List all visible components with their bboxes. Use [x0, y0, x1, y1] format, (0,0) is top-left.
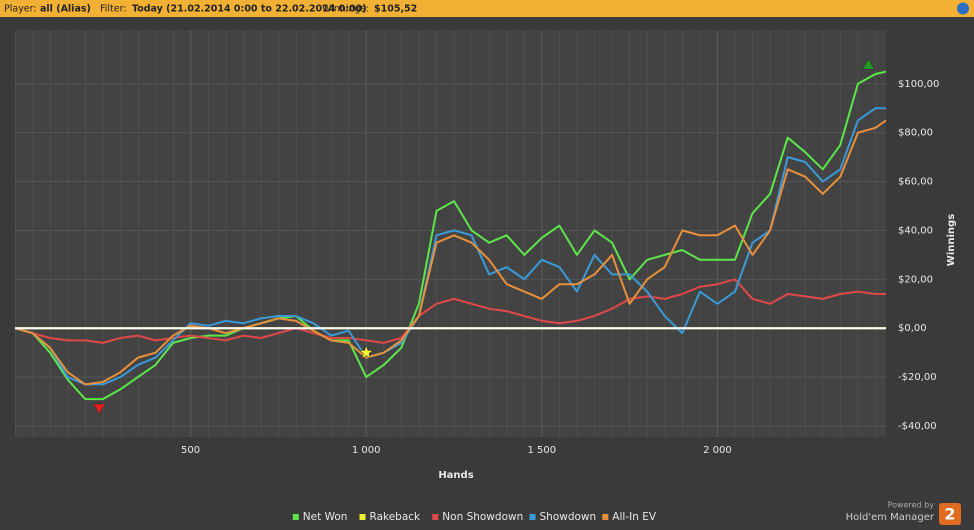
- filter-label: Filter:: [100, 4, 127, 15]
- legend-swatch: [432, 514, 439, 520]
- x-tick-label: 1 500: [527, 445, 556, 456]
- legend-swatch: [359, 514, 366, 520]
- legend-label: Showdown: [540, 511, 597, 523]
- logo: [939, 503, 961, 525]
- annotation-marker: [861, 58, 875, 70]
- powered-by: Powered by: [888, 501, 935, 510]
- y-tick-label: $40,00: [898, 225, 933, 236]
- legend-swatch: [602, 514, 609, 520]
- player: all (Alias): [40, 4, 91, 15]
- y-tick-label: $20,00: [898, 274, 933, 285]
- annotation-marker: [92, 403, 106, 415]
- y-tick-label: $80,00: [898, 128, 933, 139]
- legend-label: Rakeback: [370, 511, 422, 523]
- y-tick-label: $0,00: [898, 323, 927, 334]
- series-line: [14, 119, 887, 386]
- series-line: [14, 70, 887, 401]
- filter: Today (21.02.2014 0:00 to 22.02.2014 0:0…: [132, 4, 367, 15]
- legend-swatch: [292, 514, 299, 520]
- series-line: [14, 278, 886, 344]
- winnings: $105,52: [374, 4, 417, 15]
- winnings-label: Winnings:: [322, 4, 369, 15]
- x-tick-label: 2 000: [703, 445, 732, 456]
- annotation-marker: [358, 344, 374, 359]
- y-tick-label: $60,00: [898, 177, 933, 188]
- brand: Hold'em Manager: [846, 512, 935, 523]
- y-tick-label: -$20,00: [898, 372, 937, 383]
- y-tick-label: $100,00: [898, 79, 939, 90]
- player-label: Player:: [4, 4, 37, 15]
- header-bar: [0, 0, 974, 17]
- series-line: [14, 107, 886, 386]
- x-tick-label: 1 000: [352, 445, 381, 456]
- legend-label: Net Won: [303, 511, 348, 523]
- logo-text: 2: [944, 505, 955, 524]
- legend-swatch: [529, 514, 536, 520]
- y-tick-label: -$40,00: [898, 421, 937, 432]
- minor-grid: [15, 30, 886, 437]
- y-axis-label: Winnings: [946, 214, 957, 266]
- legend-label: All-In EV: [612, 511, 657, 523]
- x-tick-label: 500: [181, 445, 200, 456]
- legend-label: Non Showdown: [442, 511, 523, 523]
- help-icon[interactable]: [957, 2, 969, 15]
- x-axis-label: Hands: [438, 470, 473, 481]
